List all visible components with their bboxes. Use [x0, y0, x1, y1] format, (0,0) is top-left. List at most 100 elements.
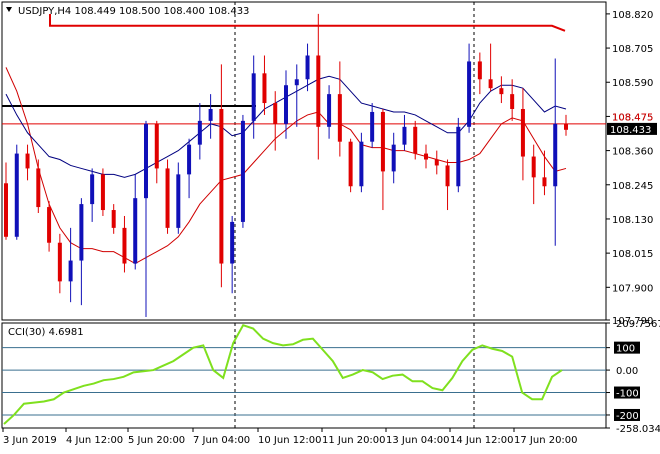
price-tick-label: 108.705 [612, 44, 653, 55]
candle[interactable] [144, 120, 148, 318]
candle-body [208, 108, 213, 121]
candle-body [165, 168, 170, 228]
candle[interactable] [434, 150, 439, 175]
candle-body [391, 144, 396, 172]
candle[interactable] [456, 117, 461, 193]
candle-body [294, 79, 299, 86]
candle-body [477, 61, 482, 80]
candle[interactable] [477, 52, 482, 95]
candle[interactable] [348, 138, 353, 193]
candle-body [14, 153, 19, 237]
candle[interactable] [197, 103, 202, 160]
candle[interactable] [240, 114, 245, 228]
candle[interactable] [176, 162, 181, 234]
candle[interactable] [391, 132, 396, 184]
candle[interactable] [111, 204, 116, 234]
candle[interactable] [251, 55, 256, 139]
candle[interactable] [68, 227, 73, 303]
current-price-box [607, 122, 657, 135]
candle-body [359, 141, 364, 187]
candle[interactable] [445, 159, 450, 211]
cci-tick-label: -100 [616, 389, 639, 400]
time-tick-label: 5 Jun 20:00 [128, 435, 185, 446]
candle-body [111, 210, 116, 228]
cci-tick-box [614, 341, 640, 354]
candle-body [445, 165, 450, 187]
candle-body [284, 85, 288, 124]
candle[interactable] [79, 198, 84, 306]
candle[interactable] [57, 233, 62, 294]
candle[interactable] [542, 150, 547, 196]
candle[interactable] [402, 114, 407, 151]
time-tick-label: 10 Jun 12:00 [258, 435, 322, 446]
time-tick-label: 11 Jun 20:00 [322, 435, 386, 446]
candle[interactable] [499, 76, 504, 104]
candle[interactable] [187, 138, 192, 199]
candle-body [337, 94, 342, 142]
candle-body [542, 177, 547, 187]
candle[interactable] [14, 144, 19, 240]
candle-body [327, 94, 332, 127]
candle-body [348, 141, 353, 187]
cci-tick-label: 209.7567 [616, 319, 660, 330]
candle[interactable] [359, 132, 364, 193]
candle[interactable] [316, 13, 321, 160]
price-tick-label: 108.475 [612, 112, 653, 123]
candle[interactable] [380, 108, 385, 211]
candle[interactable] [36, 159, 41, 214]
candle[interactable] [262, 55, 267, 115]
candle[interactable] [553, 58, 558, 246]
resistance-line[interactable] [49, 14, 566, 32]
candle[interactable] [273, 91, 278, 151]
candle[interactable] [165, 159, 170, 234]
time-tick-label: 13 Jun 04:00 [386, 435, 450, 446]
candle-body [4, 183, 8, 237]
candle[interactable] [531, 144, 536, 205]
candle-body [154, 123, 159, 169]
cci-pane[interactable]: 209.7567 100 0.00 -100 -200 -258.0346 [1, 319, 660, 435]
candle[interactable] [133, 174, 138, 270]
candle[interactable] [284, 70, 288, 139]
candle-body [434, 159, 439, 166]
candle-body [144, 123, 148, 199]
candle-body [380, 111, 385, 172]
candle-body [402, 126, 407, 145]
candle[interactable] [327, 85, 332, 139]
candle[interactable] [219, 64, 224, 288]
current-price-label: 108.433 [610, 125, 651, 136]
candle[interactable] [25, 144, 30, 181]
candle-body [553, 123, 558, 187]
time-tick-label: 3 Jun 2019 [3, 435, 57, 446]
candle[interactable] [413, 120, 418, 160]
candle[interactable] [488, 43, 493, 92]
candle[interactable] [4, 162, 8, 240]
candle[interactable] [47, 201, 52, 252]
candle[interactable] [424, 144, 428, 169]
price-pane[interactable]: 108.820 108.705 108.590 108.475 108.360 108.2… [1, 1, 657, 327]
candle[interactable] [100, 168, 105, 216]
candle-body [100, 174, 105, 211]
candle[interactable] [305, 43, 310, 92]
candle[interactable] [564, 114, 568, 136]
candle[interactable] [122, 215, 127, 273]
chart-title: USDJPY,H4 108.449 108.500 108.400 108.43… [18, 6, 249, 17]
candle[interactable] [520, 88, 525, 181]
candle[interactable] [510, 79, 515, 121]
candle[interactable] [294, 64, 299, 127]
cci-tick-label: 0.00 [616, 366, 638, 377]
candle[interactable] [154, 120, 159, 184]
candle[interactable] [370, 103, 375, 148]
candle[interactable] [467, 43, 472, 133]
candle-body [25, 153, 30, 169]
candle-body [456, 126, 461, 187]
candle[interactable] [337, 61, 342, 157]
chart-dropdown-icon[interactable] [6, 7, 12, 12]
price-tick-label: 107.790 [612, 316, 653, 327]
candle[interactable] [90, 168, 95, 222]
candle[interactable] [230, 215, 235, 294]
cci-line [3, 323, 563, 425]
candle-body [413, 126, 418, 154]
candle[interactable] [208, 94, 213, 139]
